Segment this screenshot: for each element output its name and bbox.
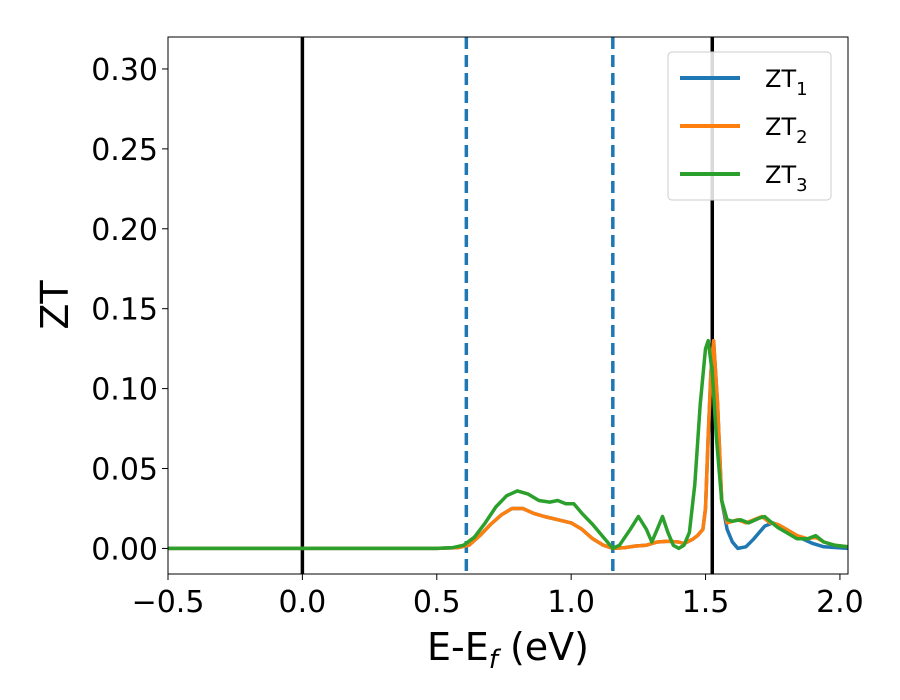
legend-label-zt3: ZT3 — [765, 161, 808, 196]
y-axis-label: ZT — [33, 280, 77, 330]
x-tick-label: 0.5 — [413, 585, 461, 620]
x-tick-label: 0.0 — [279, 585, 327, 620]
x-axis-label-unit: (eV) — [498, 625, 589, 669]
series-layer — [168, 338, 848, 551]
x-tick-label: 1.0 — [547, 585, 595, 620]
y-tick-label: 0.15 — [91, 293, 158, 328]
x-tick-label: −0.5 — [132, 585, 205, 620]
legend-label-zt2: ZT2 — [765, 113, 808, 148]
y-axis-ticks: 0.00 0.05 0.10 0.15 0.20 0.25 0.30 — [91, 53, 168, 567]
legend-label-zt1: ZT1 — [765, 65, 808, 100]
series-line-zt3 — [168, 338, 848, 551]
y-tick-label: 0.20 — [91, 213, 158, 248]
plot-frame — [167, 36, 849, 575]
y-tick-label: 0.10 — [91, 373, 158, 408]
x-axis-label-main: E-E — [427, 625, 489, 669]
legend-box — [667, 51, 832, 201]
y-tick-label: 0.25 — [91, 133, 158, 168]
x-tick-label: 2.0 — [816, 585, 864, 620]
x-axis-label: E-Ef (eV) — [427, 625, 589, 675]
x-axis-ticks: −0.5 0.0 0.5 1.0 1.5 2.0 — [132, 574, 864, 620]
y-tick-label: 0.00 — [91, 532, 158, 567]
legend: ZT1 ZT2 ZT3 — [667, 51, 832, 201]
y-tick-label: 0.30 — [91, 53, 158, 88]
y-tick-label: 0.05 — [91, 453, 158, 488]
x-tick-label: 1.5 — [682, 585, 730, 620]
